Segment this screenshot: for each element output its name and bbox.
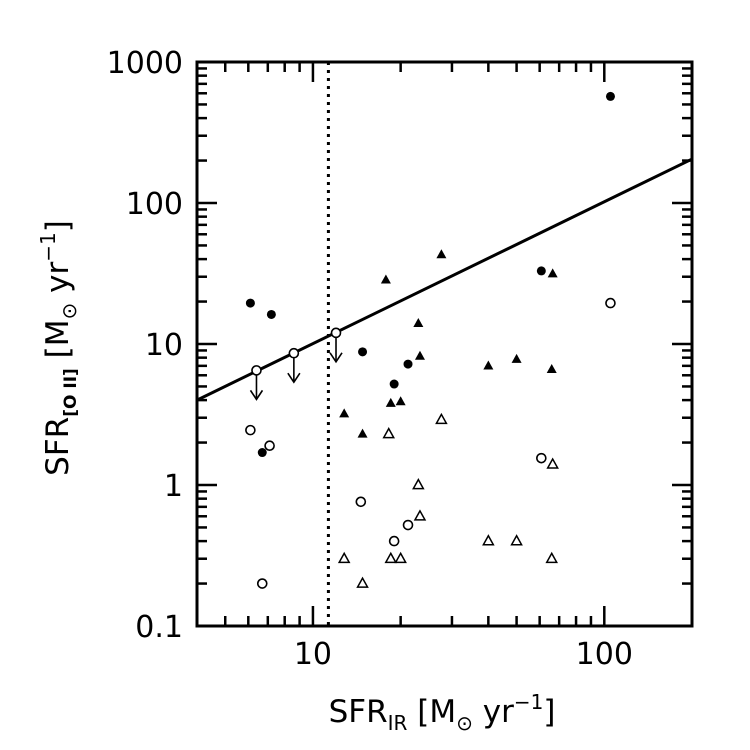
y-axis-label-main: SFR bbox=[40, 417, 76, 476]
x-axis-label-unit-open: [M bbox=[407, 694, 456, 730]
open-triangle-point bbox=[482, 534, 495, 546]
filled-circle-point bbox=[257, 448, 267, 458]
upper-limit-arrow-head bbox=[249, 389, 264, 401]
open-triangle-point bbox=[546, 457, 559, 469]
open-triangle-point bbox=[394, 551, 407, 564]
upper-limit-point bbox=[287, 347, 301, 384]
x-axis-label: SFRIR [M⊙ yr−1] bbox=[329, 690, 556, 735]
x-axis-label-sun-symbol: ⊙ bbox=[456, 711, 473, 735]
y-axis-label-unit-open: [M bbox=[40, 319, 76, 368]
open-triangle-point bbox=[413, 509, 427, 521]
upper-limit-point bbox=[249, 365, 264, 401]
y-axis-label-unit-mid: yr bbox=[40, 262, 76, 303]
filled-triangle-point bbox=[395, 396, 406, 406]
open-triangle-point bbox=[382, 427, 395, 439]
open-circle-point bbox=[355, 496, 367, 508]
x-axis-label-unit-close: ] bbox=[543, 694, 555, 730]
open-circle-point bbox=[388, 535, 400, 547]
open-circle-point bbox=[264, 440, 275, 451]
upper-limit-arrow-head bbox=[287, 372, 301, 384]
open-circle-point bbox=[245, 424, 256, 436]
filled-triangle-point bbox=[413, 317, 424, 327]
x-axis-label-sub: IR bbox=[388, 711, 408, 735]
open-circle-point bbox=[605, 297, 616, 309]
filled-circle-point bbox=[245, 298, 255, 308]
filled-circle-point bbox=[389, 379, 399, 389]
open-triangle-point bbox=[384, 551, 398, 564]
filled-triangle-point bbox=[547, 268, 558, 278]
filled-triangle-point bbox=[546, 364, 557, 374]
open-circle-point bbox=[288, 347, 300, 359]
tick-labels: 10 100 0.1 1 10 100 1000 bbox=[107, 46, 633, 672]
open-triangle-point bbox=[545, 551, 558, 564]
y-axis-label-sup: −1 bbox=[36, 232, 60, 261]
y-tick-label: 0.1 bbox=[135, 610, 183, 645]
fit-line bbox=[196, 157, 693, 402]
x-axis-label-main: SFR bbox=[329, 694, 388, 730]
filled-triangle-point bbox=[414, 350, 425, 360]
open-triangle-point bbox=[337, 551, 351, 564]
data-markers bbox=[245, 91, 616, 589]
y-axis-label-unit-close: ] bbox=[40, 220, 76, 232]
y-tick-label: 1000 bbox=[107, 46, 183, 81]
y-axis-label: SFR[O II] [M⊙ yr−1] bbox=[36, 220, 81, 476]
upper-limit-arrow-head bbox=[329, 352, 343, 364]
open-circle-point bbox=[402, 519, 414, 531]
filled-triangle-point bbox=[483, 360, 494, 370]
y-axis-label-sub: [O II] bbox=[61, 368, 81, 417]
open-triangle-point bbox=[435, 412, 448, 425]
y-tick-label: 100 bbox=[126, 187, 183, 222]
open-triangle-point bbox=[356, 576, 369, 588]
open-circle-point bbox=[536, 452, 547, 464]
x-axis-label-sup: −1 bbox=[514, 690, 543, 714]
fit-line-layer bbox=[196, 157, 693, 402]
filled-triangle-point bbox=[436, 249, 447, 259]
filled-triangle-point bbox=[339, 408, 350, 418]
y-tick-label: 1 bbox=[164, 469, 183, 504]
filled-circle-point bbox=[358, 347, 368, 357]
open-triangle-point bbox=[510, 534, 523, 546]
axis-ticks bbox=[195, 60, 694, 628]
filled-circle-point bbox=[605, 91, 615, 101]
filled-circle-point bbox=[266, 309, 276, 319]
filled-circle-point bbox=[403, 359, 413, 369]
filled-triangle-point bbox=[357, 428, 368, 438]
filled-triangle-point bbox=[380, 274, 391, 284]
x-axis-label-unit-mid: yr bbox=[473, 694, 514, 730]
open-triangle-point bbox=[412, 478, 425, 490]
plot-frame bbox=[195, 60, 694, 628]
open-circle-point bbox=[330, 327, 342, 339]
open-circle-point bbox=[251, 365, 262, 376]
x-tick-label: 10 bbox=[294, 637, 332, 672]
filled-triangle-point bbox=[511, 353, 522, 363]
open-circle-point bbox=[256, 578, 268, 589]
filled-triangle-point bbox=[385, 397, 396, 407]
filled-circle-point bbox=[536, 266, 546, 276]
upper-limit-point bbox=[329, 327, 343, 364]
y-tick-label: 10 bbox=[145, 328, 183, 363]
y-axis-label-sun-symbol: ⊙ bbox=[57, 303, 81, 320]
x-tick-label: 100 bbox=[576, 637, 633, 672]
